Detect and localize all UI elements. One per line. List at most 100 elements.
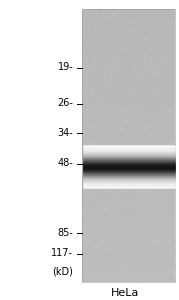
Bar — [82, 229, 175, 230]
Bar — [82, 175, 175, 176]
Bar — [82, 187, 175, 188]
Bar — [82, 232, 175, 234]
Bar — [82, 244, 175, 245]
Bar — [82, 92, 175, 93]
Bar — [82, 151, 175, 152]
Bar — [82, 137, 175, 138]
Bar — [82, 11, 175, 13]
Bar — [82, 23, 175, 25]
Bar — [82, 112, 175, 114]
Bar — [82, 164, 175, 166]
Bar — [82, 143, 175, 145]
Bar — [82, 260, 175, 261]
Bar — [82, 107, 175, 108]
Bar — [82, 234, 175, 236]
Bar — [82, 215, 175, 217]
Bar — [82, 274, 175, 275]
Bar — [82, 231, 175, 232]
Bar — [82, 242, 175, 243]
Text: HeLa: HeLa — [111, 287, 139, 298]
Bar — [82, 163, 175, 164]
Bar — [82, 191, 175, 192]
Bar — [82, 96, 175, 97]
Bar — [82, 44, 175, 45]
Bar — [82, 179, 175, 180]
Bar — [82, 167, 175, 168]
Bar — [82, 130, 175, 132]
Bar — [82, 36, 175, 37]
Bar — [82, 126, 175, 127]
Bar — [82, 190, 175, 191]
Bar — [82, 80, 175, 81]
Bar — [82, 70, 175, 71]
Bar — [82, 109, 175, 110]
Bar — [82, 74, 175, 75]
Bar — [82, 264, 175, 266]
Bar — [82, 210, 175, 211]
Bar — [82, 16, 175, 17]
Bar — [82, 15, 175, 16]
Bar — [82, 46, 175, 47]
Bar — [82, 100, 175, 102]
Bar — [82, 280, 175, 281]
Bar — [82, 255, 175, 256]
Bar — [82, 238, 175, 239]
Text: 117-: 117- — [51, 248, 73, 259]
Bar — [82, 244, 175, 246]
Bar — [82, 106, 175, 107]
Bar — [82, 123, 175, 124]
Bar — [82, 275, 175, 277]
Bar — [82, 129, 175, 130]
Bar — [82, 186, 175, 188]
Text: 48-: 48- — [58, 158, 73, 169]
Bar — [82, 199, 175, 200]
Bar — [82, 226, 175, 227]
Bar — [82, 94, 175, 95]
Bar — [82, 223, 175, 224]
Bar — [82, 82, 175, 83]
Bar — [82, 159, 175, 160]
Bar — [82, 256, 175, 257]
Bar — [82, 11, 175, 12]
Bar — [82, 273, 175, 274]
Bar — [82, 17, 175, 18]
Bar — [82, 40, 175, 41]
Bar — [82, 114, 175, 116]
Bar — [82, 20, 175, 21]
Bar — [82, 111, 175, 112]
Bar — [82, 267, 175, 268]
Bar — [82, 177, 175, 178]
Bar — [82, 171, 175, 172]
Text: 85-: 85- — [57, 227, 73, 238]
Bar — [82, 154, 175, 155]
Bar — [82, 142, 175, 143]
Bar — [82, 141, 175, 142]
Bar — [82, 92, 175, 94]
Bar — [82, 39, 175, 40]
Bar — [82, 128, 175, 129]
Bar — [82, 192, 175, 193]
Bar — [82, 250, 175, 251]
Bar — [82, 272, 175, 273]
Bar — [82, 108, 175, 109]
Bar — [82, 232, 175, 233]
Bar — [82, 201, 175, 202]
Bar — [82, 245, 175, 247]
Bar — [82, 220, 175, 221]
Bar — [82, 173, 175, 175]
Bar — [82, 203, 175, 205]
Bar — [82, 241, 175, 242]
Bar — [82, 249, 175, 250]
Bar — [82, 254, 175, 256]
Bar — [82, 28, 175, 29]
Bar — [82, 105, 175, 106]
Bar — [82, 67, 175, 68]
Bar — [82, 90, 175, 91]
Bar — [82, 170, 175, 171]
Bar — [82, 263, 175, 265]
Bar — [82, 60, 175, 61]
Bar — [82, 168, 175, 169]
Bar — [82, 206, 175, 207]
Bar — [82, 120, 175, 121]
Bar — [82, 142, 175, 144]
